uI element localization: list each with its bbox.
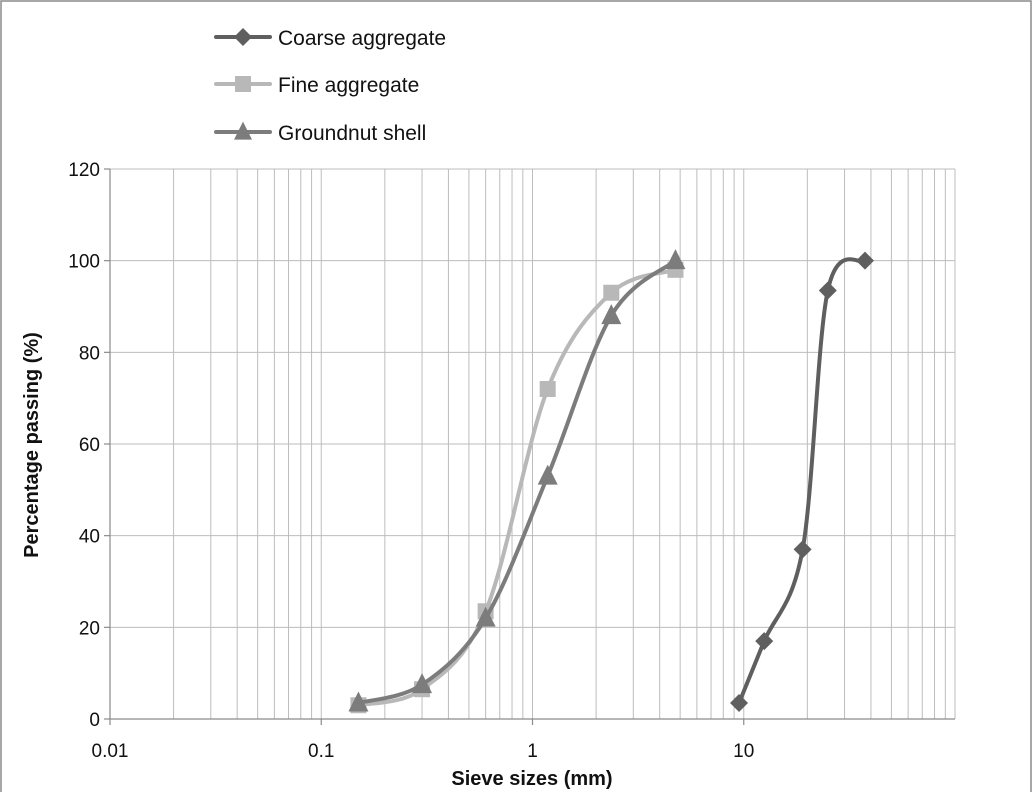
legend-label-groundnut-shell: Groundnut shell	[278, 122, 426, 145]
y-tick-label: 100	[68, 252, 100, 273]
legend-item-coarse-aggregate: Coarse aggregate	[214, 27, 446, 50]
y-tick-label: 20	[79, 618, 100, 639]
legend-item-fine-aggregate: Fine aggregate	[214, 74, 419, 97]
series-layer	[348, 249, 875, 714]
legend-label-fine-aggregate: Fine aggregate	[278, 74, 419, 97]
legend-marker-groundnut-shell	[234, 121, 252, 140]
groundnut-shell-point	[665, 249, 686, 270]
groundnut-shell-point	[475, 606, 496, 627]
y-tick-label: 80	[79, 343, 100, 364]
groundnut-shell-point	[348, 691, 369, 712]
fine-aggregate-point	[539, 381, 556, 397]
coarse-aggregate-point	[755, 632, 774, 651]
coarse-aggregate-line	[737, 257, 868, 705]
y-tick-label: 40	[79, 527, 100, 548]
x-tick-label: 1	[527, 741, 538, 762]
x-tick-label: 10	[733, 741, 754, 762]
groundnut-shell-point	[601, 304, 622, 325]
x-tick-label: 0.01	[92, 741, 129, 762]
legend-marker-coarse-aggregate	[234, 28, 252, 46]
coarse-aggregate-point	[856, 251, 875, 270]
groundnut-shell-point	[412, 673, 433, 694]
coarse-aggregate-point	[793, 540, 812, 559]
x-tick-label: 0.1	[308, 741, 334, 762]
coarse-aggregate-point	[730, 693, 749, 712]
series-coarse-aggregate	[730, 251, 875, 712]
legend-marker-fine-aggregate	[235, 76, 251, 92]
y-tick-label: 0	[89, 710, 100, 731]
axis-layer: 0 20 40 60 80 100 120 0.01 0.1 1 10	[68, 160, 955, 762]
coarse-aggregate-point	[818, 281, 837, 300]
y-axis-title: Percentage passing (%)	[21, 332, 43, 558]
legend-label-coarse-aggregate: Coarse aggregate	[278, 27, 446, 50]
x-axis-title: Sieve sizes (mm)	[451, 768, 612, 790]
legend: Coarse aggregate Fine aggregate Groundnut …	[214, 27, 446, 145]
y-tick-label: 120	[68, 160, 100, 181]
series-groundnut-shell	[348, 249, 686, 712]
groundnut-shell-point	[537, 464, 558, 485]
fine-aggregate-point	[603, 284, 620, 301]
legend-item-groundnut-shell: Groundnut shell	[214, 121, 426, 145]
y-tick-label: 60	[79, 435, 100, 456]
